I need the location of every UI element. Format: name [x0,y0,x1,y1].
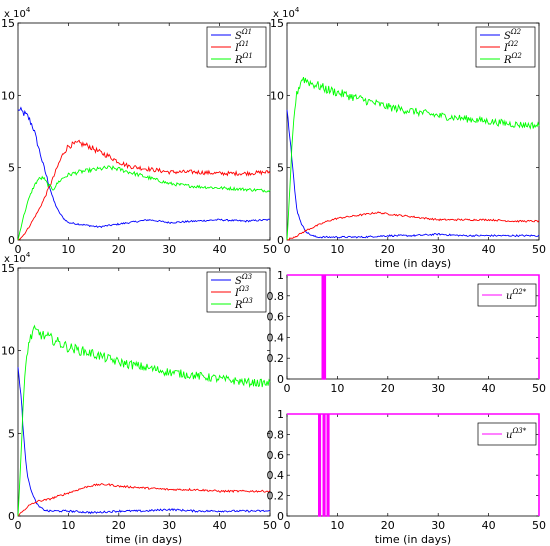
x-axis-label: time (in days) [106,533,182,546]
y-exponent-label: x 104 [4,251,31,265]
y-tick-label: 0 [8,510,15,523]
y-tick-label: 15 [1,262,15,275]
y-tick-label: 0.2 [267,490,285,503]
y-tick-label: 0 [277,373,284,386]
series-line-I-Ω1 [17,139,271,241]
x-tick-label: 50 [532,382,546,395]
y-tick-label: 5 [8,162,15,175]
x-tick-label: 10 [61,519,75,532]
x-tick-label: 10 [330,519,344,532]
x-tick-label: 10 [330,382,344,395]
x-tick-label: 10 [61,243,75,256]
series-line-I-Ω3 [17,483,271,517]
x-tick-label: 10 [330,243,344,256]
y-tick-label: 0.4 [267,469,285,482]
series-line-S-Ω1 [17,106,271,229]
x-tick-label: 50 [532,519,546,532]
x-tick-label: 40 [213,519,227,532]
x-tick-label: 30 [162,243,176,256]
legend-box [477,422,537,446]
x-tick-label: 40 [482,519,496,532]
x-tick-label: 30 [431,382,445,395]
y-tick-label: 1 [277,269,284,282]
y-exponent-label: x 104 [273,6,300,20]
y-tick-label: 10 [1,345,15,358]
x-tick-label: 50 [263,243,277,256]
x-tick-label: 40 [213,243,227,256]
x-axis-label: time (in days) [375,257,451,270]
legend-box [477,283,537,307]
x-tick-label: 0 [284,519,291,532]
y-tick-label: 0.8 [267,290,285,303]
series-line-S-Ω2 [286,109,540,239]
x-tick-label: 0 [15,243,22,256]
x-tick-label: 20 [381,519,395,532]
axes-frame [286,22,540,241]
y-tick-label: 0.8 [267,428,285,441]
y-tick-label: 0 [277,234,284,247]
series-line-S-Ω3 [17,367,271,515]
x-tick-label: 0 [284,382,291,395]
series-line-u-Ω2 [287,274,540,380]
x-axis-label: time (in days) [375,533,451,546]
y-tick-label: 0 [277,510,284,523]
series-line-R-Ω3 [17,324,271,517]
x-tick-label: 50 [263,519,277,532]
axes-frame [17,267,271,517]
y-tick-label: 5 [277,162,284,175]
x-tick-label: 20 [381,243,395,256]
y-tick-label: 0.6 [267,449,285,462]
series-line-I-Ω2 [286,211,540,241]
x-tick-label: 30 [162,519,176,532]
y-tick-label: 15 [1,17,15,30]
x-tick-label: 20 [112,243,126,256]
axes-frame [17,22,271,241]
x-tick-label: 50 [532,243,546,256]
x-tick-label: 0 [15,519,22,532]
series-line-R-Ω1 [17,165,271,241]
y-tick-label: 15 [270,17,284,30]
y-tick-label: 10 [1,89,15,102]
y-tick-label: 0.6 [267,311,285,324]
y-tick-label: 10 [270,89,284,102]
y-tick-label: 5 [8,427,15,440]
y-exponent-label: x 104 [4,6,31,20]
x-tick-label: 40 [482,243,496,256]
y-tick-label: 0.4 [267,331,285,344]
x-tick-label: 20 [381,382,395,395]
x-tick-label: 40 [482,382,496,395]
x-tick-label: 30 [431,519,445,532]
series-line-R-Ω2 [286,76,540,241]
y-tick-label: 0 [8,234,15,247]
x-tick-label: 0 [284,243,291,256]
x-tick-label: 20 [112,519,126,532]
y-tick-label: 0.2 [267,352,285,365]
series-line-u-Ω3 [287,413,540,517]
x-tick-label: 30 [431,243,445,256]
y-tick-label: 1 [277,408,284,421]
